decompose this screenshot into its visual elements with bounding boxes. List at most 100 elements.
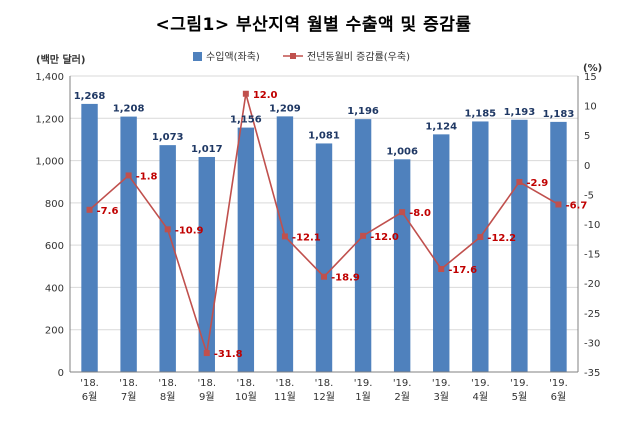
legend-line-label: 전년동월비 증감률(우축): [307, 51, 410, 63]
line-data-label: -8.0: [409, 208, 431, 219]
bar: [81, 103, 98, 372]
line-data-label: -10.9: [175, 225, 204, 236]
line-point: [242, 90, 249, 97]
x-axis-labels: '18. 6월 '18. 7월 '18. 8월 '18. 9월 '18. 10월 '18. 11월 '1…: [80, 378, 568, 403]
bar-data-label: 1,183: [543, 109, 575, 120]
x-tick-label-year: '18.: [315, 378, 334, 389]
line-data-label: -12.2: [487, 233, 516, 244]
line-data-label: -1.8: [136, 171, 158, 182]
line-point: [516, 178, 523, 185]
x-tick-label-month: 5월: [512, 391, 528, 403]
bar-data-label: 1,156: [230, 115, 262, 126]
right-tick-label: -10: [584, 220, 600, 231]
right-tick-label: 15: [584, 72, 597, 83]
bar: [120, 116, 137, 372]
x-tick-label-month: 11월: [274, 391, 296, 403]
x-tick-label-year: '19.: [510, 378, 529, 389]
left-tick-label: 800: [45, 199, 64, 210]
x-tick-label-month: 4월: [473, 391, 489, 403]
x-tick-label-year: '19.: [432, 378, 451, 389]
line-point: [164, 226, 171, 233]
line-point: [125, 172, 132, 179]
left-tick-label: 600: [45, 241, 64, 252]
x-tick-label-month: 6월: [551, 391, 567, 403]
left-tick-label: 1,400: [35, 72, 64, 83]
left-axis-unit: (백만 달러): [36, 53, 85, 66]
tick-labels: 0 200 400 600 800 1,000 1,200 1,400 -35 -30 -25 -20…: [35, 53, 602, 379]
legend-line-marker: [290, 53, 296, 59]
bar-data-label: 1,209: [269, 103, 301, 114]
right-tick-label: -35: [584, 368, 600, 379]
line-data-label: -7.6: [97, 206, 119, 217]
bar: [354, 119, 372, 372]
x-tick-label-month: 1월: [355, 391, 371, 403]
legend-bar-label: 수입액(좌축): [206, 50, 260, 63]
bar-data-labels: 1,268 1,208 1,073 1,017 1,156 1,209 1,081 1,196…: [74, 91, 575, 157]
left-tick-label: 200: [45, 326, 64, 337]
bar: [472, 121, 489, 372]
bar: [198, 156, 215, 372]
right-tick-label: -20: [584, 279, 600, 290]
right-tick-label: -30: [584, 338, 600, 349]
line-data-label: -18.9: [331, 273, 360, 284]
x-tick-label-month: 3월: [433, 391, 449, 403]
line-data-label: 12.0: [253, 90, 278, 101]
x-tick-label-year: '18.: [197, 378, 216, 389]
right-axis-unit: (%): [583, 63, 602, 74]
line-data-label: -31.8: [214, 349, 243, 360]
line-data-label: -2.9: [526, 178, 548, 189]
x-tick-label-month: 9월: [199, 391, 215, 403]
left-tick-label: 0: [58, 368, 64, 379]
bar-series: [81, 103, 567, 373]
line-data-label: -12.1: [292, 232, 321, 243]
left-tick-label: 1,200: [35, 114, 64, 125]
right-tick-label: 0: [584, 161, 590, 172]
bar: [550, 121, 567, 372]
x-tick-label-year: '18.: [276, 378, 295, 389]
legend: 수입액(좌축) 전년동월비 증감률(우축): [193, 50, 410, 63]
bar-data-label: 1,017: [191, 144, 223, 155]
bar: [315, 143, 333, 372]
bar-data-label: 1,208: [113, 104, 145, 115]
line-point: [86, 206, 93, 213]
right-tick-label: -25: [584, 309, 600, 320]
legend-bar-swatch: [193, 52, 202, 61]
line-point: [477, 234, 484, 241]
x-tick-label-month: 7월: [121, 391, 137, 403]
bar-data-label: 1,006: [386, 146, 418, 157]
x-tick-label-year: '18.: [119, 378, 138, 389]
x-tick-label-month: 12월: [313, 391, 335, 403]
bar-data-label: 1,196: [347, 106, 379, 117]
bar: [511, 119, 528, 372]
bar-data-label: 1,073: [152, 132, 184, 143]
line-point: [555, 201, 562, 208]
bar-data-label: 1,185: [464, 108, 496, 119]
left-tick-label: 400: [45, 283, 64, 294]
x-tick-label-month: 2월: [394, 391, 410, 403]
x-tick-label-year: '18.: [237, 378, 256, 389]
x-tick-label-month: 10월: [235, 391, 257, 403]
x-tick-label-year: '18.: [80, 378, 99, 389]
line-point: [203, 350, 210, 357]
bar: [433, 134, 450, 372]
bar: [159, 145, 176, 372]
x-tick-label-year: '18.: [158, 378, 177, 389]
chart-title: <그림1> 부산지역 월별 수출액 및 증감률: [155, 15, 472, 35]
right-tick-label: 5: [584, 131, 590, 142]
x-tick-label-month: 6월: [82, 391, 98, 403]
right-tick-label: -15: [584, 250, 600, 261]
axes: [69, 76, 579, 373]
x-tick-label-year: '19.: [393, 378, 412, 389]
left-tick-label: 1,000: [35, 157, 64, 168]
line-point: [281, 233, 288, 240]
bar-data-label: 1,268: [74, 91, 106, 102]
line-data-label: -12.0: [370, 232, 399, 243]
bar-data-label: 1,124: [425, 121, 457, 132]
x-tick-label-month: 8월: [160, 391, 176, 403]
line-point: [438, 265, 445, 272]
line-data-labels: -7.6 -1.8 -10.9 -31.8 12.0 -12.1 -18.9 -12.0 -8.…: [97, 90, 588, 360]
bar-data-label: 1,193: [504, 107, 536, 118]
x-tick-label-year: '19.: [471, 378, 490, 389]
x-tick-label-year: '19.: [354, 378, 373, 389]
